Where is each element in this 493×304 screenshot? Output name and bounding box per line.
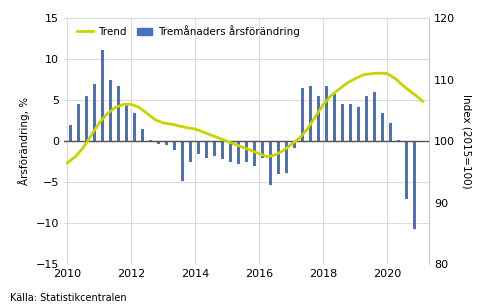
Bar xyxy=(197,141,200,154)
Bar xyxy=(149,140,152,141)
Bar xyxy=(285,141,288,173)
Bar xyxy=(157,141,160,144)
Bar xyxy=(317,96,320,141)
Bar xyxy=(125,105,128,141)
Bar xyxy=(165,141,168,146)
Bar xyxy=(133,113,136,141)
Bar xyxy=(341,105,344,141)
Bar xyxy=(229,141,232,162)
Bar xyxy=(365,96,368,141)
Bar xyxy=(397,140,400,141)
Bar xyxy=(221,141,224,159)
Bar xyxy=(389,123,392,141)
Bar xyxy=(269,141,272,185)
Legend: Trend, Tremånaders årsförändring: Trend, Tremånaders årsförändring xyxy=(73,21,304,41)
Bar xyxy=(173,141,176,150)
Bar xyxy=(117,86,120,141)
Bar xyxy=(253,141,256,166)
Bar xyxy=(413,141,416,229)
Bar xyxy=(101,50,104,141)
Bar xyxy=(405,141,408,199)
Bar xyxy=(357,107,360,141)
Bar xyxy=(381,113,384,141)
Bar xyxy=(109,80,112,141)
Text: Källa: Statistikcentralen: Källa: Statistikcentralen xyxy=(10,293,127,303)
Bar xyxy=(189,141,192,162)
Bar xyxy=(277,141,280,174)
Bar xyxy=(309,86,312,141)
Bar xyxy=(205,141,208,158)
Bar xyxy=(301,88,304,141)
Bar xyxy=(245,141,248,162)
Bar xyxy=(325,85,328,141)
Bar xyxy=(261,141,264,158)
Bar xyxy=(93,84,96,141)
Bar xyxy=(181,141,184,181)
Bar xyxy=(373,92,376,141)
Bar xyxy=(293,141,296,148)
Bar xyxy=(349,105,352,141)
Bar xyxy=(141,129,144,141)
Bar xyxy=(77,105,80,141)
Bar xyxy=(69,125,72,141)
Bar xyxy=(333,94,336,141)
Y-axis label: Årsförändring, %: Årsförändring, % xyxy=(18,97,30,185)
Bar xyxy=(213,141,216,156)
Bar xyxy=(237,141,240,164)
Y-axis label: Index (2015=100): Index (2015=100) xyxy=(461,94,472,189)
Bar xyxy=(85,96,88,141)
